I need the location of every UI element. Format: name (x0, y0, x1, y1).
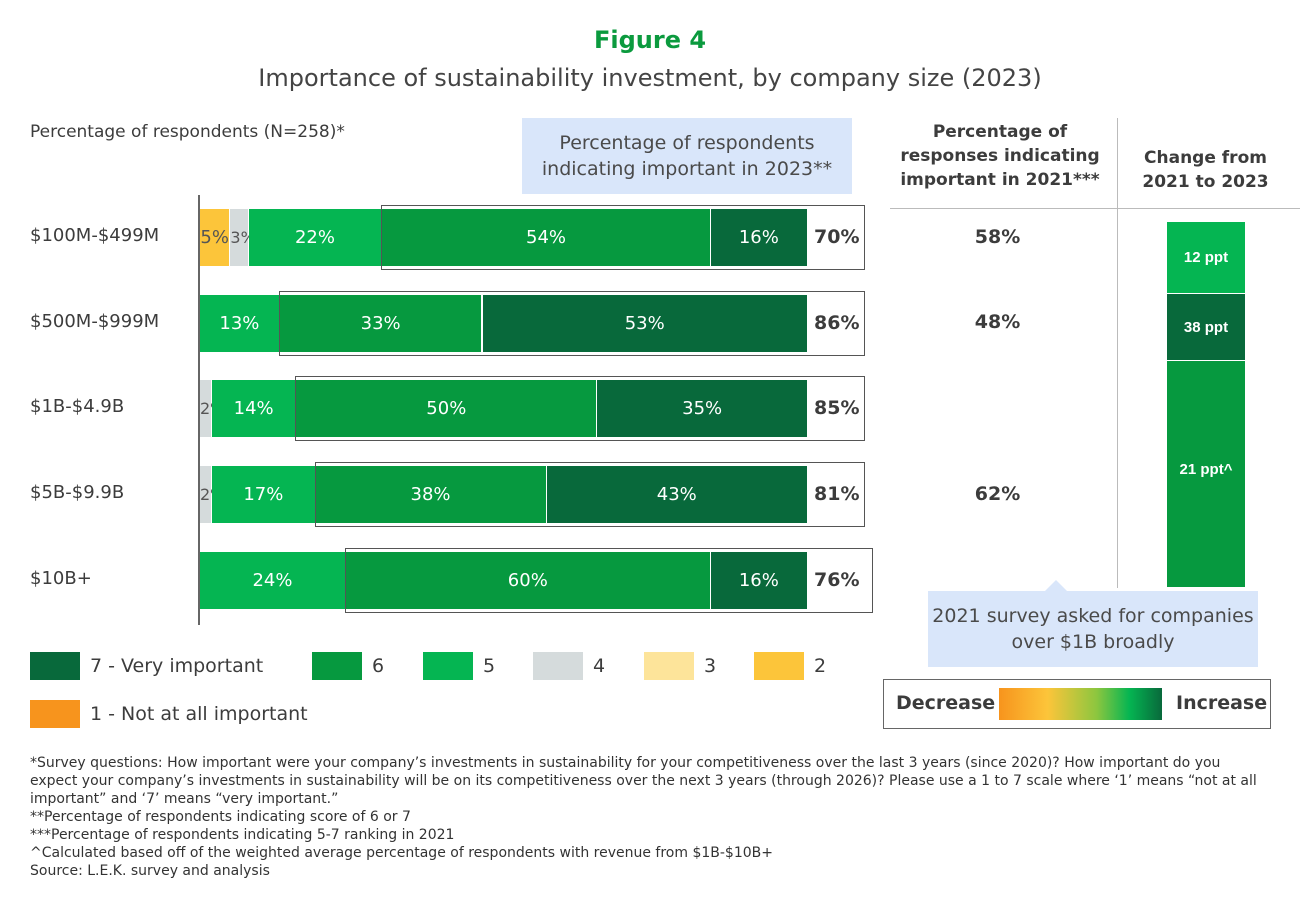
highlight-box (278, 291, 865, 356)
footnote: ^Calculated based off of the weighted av… (30, 845, 773, 861)
bar-segment: 43% (546, 466, 808, 523)
category-label: $100M-$499M (30, 225, 160, 246)
total-2023: 76% (814, 569, 860, 591)
y-label: Percentage of respondents (N=258)* (30, 122, 345, 142)
legend-item: 4 (533, 652, 605, 680)
gradient-bar (999, 688, 1162, 720)
decrease-label: Decrease (896, 692, 996, 714)
legend-item: 5 (423, 652, 495, 680)
bar-segment: 22% (248, 209, 383, 266)
bar-segment: 14% (212, 380, 297, 437)
bar-segment: 35% (597, 380, 808, 437)
bar-segment: 3% (230, 209, 256, 266)
category-label: $500M-$999M (30, 311, 160, 332)
bar-segment: 16% (710, 552, 808, 609)
bar-segment: 53% (482, 295, 808, 352)
increase-label: Increase (1176, 692, 1268, 714)
legend-swatch (644, 652, 694, 680)
value-2021: 58% (974, 226, 1021, 248)
legend-label: 1 - Not at all important (90, 703, 308, 725)
legend-swatch (30, 652, 80, 680)
legend-label: 2 (814, 655, 827, 677)
change-bar: 21 ppt^ (1167, 361, 1245, 587)
bar-segment: 16% (710, 209, 808, 266)
value-2021: 48% (974, 311, 1021, 333)
highlight-box (295, 376, 865, 441)
category-label: $5B-$9.9B (30, 482, 125, 503)
chart-title: Importance of sustainability investment,… (258, 64, 1042, 92)
category-label: $10B+ (30, 568, 92, 589)
total-2023: 81% (814, 483, 860, 505)
legend-label: 6 (372, 655, 385, 677)
figure-number: Figure 4 (593, 26, 707, 54)
legend-item: 6 (312, 652, 384, 680)
legend-label: 7 - Very important (90, 655, 264, 677)
bar-segment: 5% (200, 209, 231, 266)
footnote: **Percentage of respondents indicating s… (30, 809, 411, 825)
legend-item: 2 (754, 652, 826, 680)
change-bar: 12 ppt (1167, 222, 1245, 293)
divider (890, 208, 1300, 209)
footnote: ***Percentage of respondents indicating … (30, 827, 455, 843)
legend-swatch (533, 652, 583, 680)
footnote: *Survey questions: How important were yo… (30, 755, 1257, 807)
bar-segment: 24% (200, 552, 346, 609)
header-2021: Percentage of responses indicating impor… (900, 122, 1100, 190)
bar-segment: 2% (200, 380, 225, 437)
bar-segment: 2% (200, 466, 225, 523)
legend-label: 4 (593, 655, 606, 677)
legend-swatch (30, 700, 80, 728)
callout-pointer (1044, 580, 1068, 592)
total-2023: 70% (814, 226, 860, 248)
change-bar: 38 ppt (1167, 294, 1245, 360)
footnotes: *Survey questions: How important were yo… (30, 754, 1270, 880)
legend-label: 5 (483, 655, 496, 677)
bar-segment: 17% (212, 466, 316, 523)
highlight-box (344, 548, 873, 613)
callout-2023: Percentage of respondents indicating imp… (522, 118, 852, 194)
bar-segment: 60% (345, 552, 711, 609)
category-label: $1B-$4.9B (30, 396, 125, 417)
note-2021: 2021 survey asked for companies over $1B… (928, 591, 1258, 667)
y-axis (198, 195, 200, 625)
highlight-box (381, 205, 865, 270)
total-2023: 85% (814, 397, 860, 419)
divider (1117, 118, 1118, 588)
bar-segment: 13% (200, 295, 280, 352)
legend-label: 3 (704, 655, 717, 677)
footnote: Source: L.E.K. survey and analysis (30, 863, 270, 879)
legend-item: 1 - Not at all important (30, 700, 308, 728)
legend-swatch (754, 652, 804, 680)
legend-swatch (423, 652, 473, 680)
header-change: Change from 2021 to 2023 (1142, 148, 1269, 192)
bar-segment: 33% (279, 295, 483, 352)
bar-segment: 50% (296, 380, 598, 437)
legend-item: 3 (644, 652, 716, 680)
bar-segment: 38% (315, 466, 547, 523)
total-2023: 86% (814, 312, 860, 334)
legend-item: 7 - Very important (30, 652, 263, 680)
legend-swatch (312, 652, 362, 680)
scale-legend: Decrease Increase (883, 679, 1271, 729)
value-2021: 62% (974, 483, 1021, 505)
bar-segment: 54% (382, 209, 711, 266)
highlight-box (314, 462, 865, 527)
